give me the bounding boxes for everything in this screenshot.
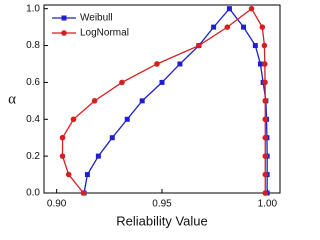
y-tick-label: 0.8 — [26, 40, 40, 51]
point — [262, 61, 268, 67]
point — [65, 171, 72, 178]
y-tick-label: 0.2 — [26, 151, 40, 162]
legend-label: Weibull — [80, 13, 113, 24]
point — [241, 24, 247, 30]
point — [248, 5, 255, 12]
point — [119, 79, 125, 86]
x-tick-label: 0.95 — [152, 199, 172, 210]
x-tick-label: 0.90 — [47, 199, 67, 210]
point — [252, 43, 258, 49]
point — [262, 190, 269, 196]
point — [226, 6, 232, 12]
point — [139, 98, 145, 104]
point — [95, 153, 101, 159]
point — [261, 42, 268, 49]
point — [154, 61, 160, 67]
point — [80, 190, 87, 196]
point — [91, 98, 98, 104]
y-tick-label: 1.0 — [26, 3, 40, 14]
point — [259, 24, 266, 30]
y-tick-label: 0.4 — [26, 114, 40, 125]
x-axis-label: Reliability Value — [116, 213, 208, 228]
point — [257, 61, 263, 67]
point — [262, 134, 269, 141]
point — [211, 24, 217, 30]
point — [59, 153, 66, 159]
point — [159, 79, 165, 85]
chart: Reliability Value α 0.90 0.95 1.00 0.0 0.2 0.… — [8, 3, 281, 228]
point — [262, 171, 269, 178]
point — [262, 153, 269, 159]
point — [262, 116, 269, 123]
point — [262, 79, 268, 86]
point — [124, 116, 130, 122]
point — [177, 61, 183, 67]
point — [262, 98, 269, 104]
point — [84, 172, 90, 178]
point — [59, 134, 66, 141]
point — [196, 42, 202, 49]
point — [224, 24, 231, 30]
legend-marker — [61, 15, 67, 21]
y-tick-label: 0.0 — [26, 188, 40, 199]
y-axis-label: α — [8, 91, 16, 107]
point — [109, 135, 115, 141]
legend-label: LogNormal — [80, 28, 129, 39]
legend-marker — [61, 30, 67, 36]
x-tick-label: 1.00 — [258, 199, 278, 210]
y-tick-label: 0.6 — [26, 77, 40, 88]
point — [70, 116, 77, 123]
